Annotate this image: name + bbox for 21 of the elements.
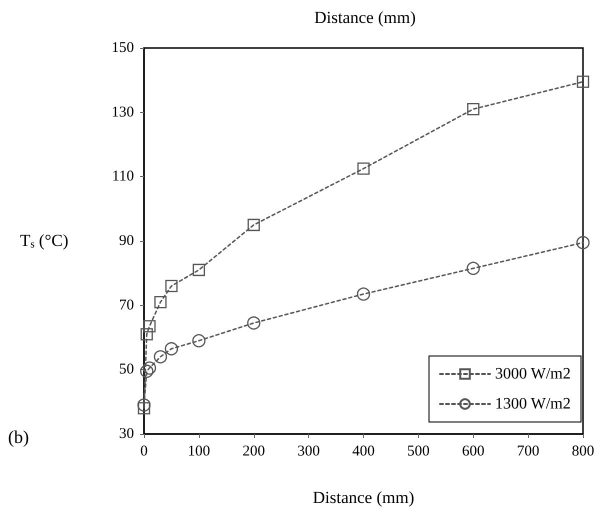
- x-tick-label: 200: [242, 444, 265, 460]
- y-tick-label: 130: [112, 104, 134, 120]
- x-axis-title: Distance (mm): [312, 488, 414, 507]
- x-tick-label: 800: [572, 444, 594, 460]
- legend-label: 1300 W/m2: [495, 396, 571, 412]
- text: (b): [8, 427, 29, 447]
- x-tick-label: 700: [516, 444, 540, 460]
- legend-label: 3000 W/m2: [495, 366, 571, 382]
- y-tick-label: 30: [119, 426, 134, 442]
- x-tick-label: 300: [297, 444, 320, 460]
- y-tick-label: 150: [112, 40, 134, 56]
- y-tick-label: 70: [119, 297, 134, 314]
- x-tick-label: 0: [140, 444, 148, 460]
- x-tick-label: 400: [352, 444, 375, 460]
- x-tick-label: 100: [188, 444, 210, 460]
- y-tick-label: 110: [112, 168, 134, 185]
- x-tick-label: 500: [407, 444, 430, 460]
- y-tick-label: 50: [119, 362, 134, 378]
- chart-title: Distance (mm): [314, 8, 416, 27]
- x-tick-label: 600: [462, 444, 484, 460]
- y-tick-label: 90: [119, 233, 134, 249]
